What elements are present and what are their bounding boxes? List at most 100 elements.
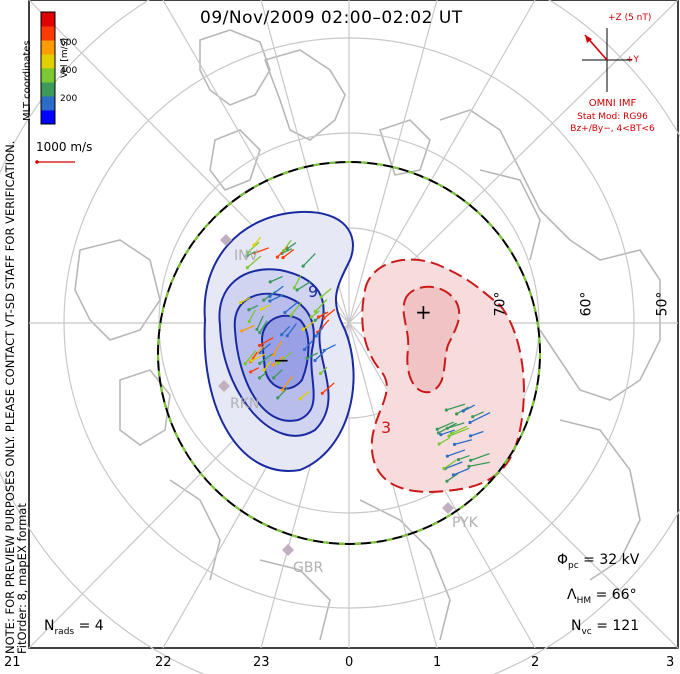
velocity-vector-origin — [314, 334, 318, 338]
site-marker-rkn — [218, 380, 230, 392]
velocity-vector — [259, 320, 268, 333]
imf-source: OMNI IMF — [588, 98, 637, 109]
colorbar-segment — [41, 68, 55, 83]
mlt-tick-22: 22 — [155, 655, 172, 670]
velocity-vector — [306, 352, 319, 359]
stat-n-rads: Nrads = 4 — [44, 618, 104, 637]
stat-nrads-sub: rads — [54, 626, 75, 637]
velocity-vector-origin — [280, 388, 285, 392]
site-label-pyk: PYK — [452, 515, 478, 531]
mlt-tick-23: 23 — [253, 655, 270, 670]
velocity-vector-origin — [259, 307, 263, 311]
colorbar-segment — [41, 54, 55, 69]
velocity-vector — [444, 461, 463, 470]
site-label-inv: INV — [234, 248, 259, 264]
colorbar-segment — [41, 110, 55, 125]
velocity-vector-origin — [468, 420, 472, 425]
potential-minimum-marker: − — [273, 348, 290, 372]
coordinates-label: MLT coordinates — [22, 40, 33, 121]
velocity-vector — [472, 411, 484, 418]
velocity-vector — [244, 350, 257, 365]
velocity-vector — [314, 299, 328, 312]
velocity-vector-origin — [281, 255, 285, 260]
imf-condition: Bz+/By−, 4<BT<6 — [570, 124, 655, 134]
velocity-vector-origin — [318, 371, 323, 376]
velocity-vector-origin — [258, 330, 262, 335]
colorbar-segment — [41, 40, 55, 55]
velocity-vector — [320, 288, 332, 298]
velocity-vector — [283, 239, 292, 252]
site-markers — [218, 234, 454, 556]
stat-phi-pc: Φpc = 32 kV — [557, 552, 639, 571]
site-marker-inv — [220, 234, 232, 246]
velocity-vector — [282, 248, 295, 259]
velocity-vector-origin — [469, 458, 473, 462]
velocity-vector — [284, 301, 299, 313]
velocity-vector — [253, 236, 262, 246]
velocity-vector — [246, 255, 262, 269]
velocity-vector — [286, 242, 297, 250]
velocity-vector — [438, 437, 451, 445]
velocity-vector — [446, 403, 466, 411]
velocity-vector-origin — [285, 334, 289, 338]
velocity-vector — [281, 248, 293, 254]
velocity-vector-origin — [280, 333, 284, 337]
velocity-vector-origin — [445, 454, 449, 458]
mlt-tick-3: 3 — [666, 655, 675, 670]
velocity-vector — [447, 449, 466, 457]
mlt-tick-2: 2 — [531, 655, 540, 670]
velocity-vector-origin — [249, 359, 253, 363]
velocity-vector — [296, 280, 312, 291]
velocity-vector-origin — [301, 327, 305, 331]
velocity-vector-origin — [257, 343, 262, 348]
colorbar-segment — [41, 12, 55, 27]
velocity-vector — [286, 323, 297, 337]
velocity-vector — [248, 309, 256, 322]
negative-contour-label: 9 — [308, 282, 319, 301]
velocity-vector-origin — [447, 434, 451, 438]
velocity-vector-origin — [262, 368, 266, 372]
velocity-vector — [269, 294, 284, 302]
map-title: 09/Nov/2009 02:00–02:02 UT — [200, 8, 463, 28]
velocity-vector — [314, 351, 325, 361]
velocity-vector — [248, 304, 259, 311]
velocity-vector — [470, 452, 490, 462]
velocity-vector-origin — [471, 415, 475, 419]
velocity-vector-origin — [238, 300, 243, 305]
stat-lambda-value: = 66° — [595, 587, 637, 603]
velocity-vector-origin — [449, 431, 454, 436]
velocity-vector — [241, 324, 255, 332]
velocity-vector-origin — [255, 327, 259, 332]
stat-model: Stat Mod: RG96 — [577, 112, 648, 122]
velocity-vector — [446, 472, 460, 482]
velocity-vector — [318, 311, 329, 318]
velocity-vector — [438, 422, 457, 434]
velocity-vector — [299, 391, 310, 400]
colorbar-segment — [41, 82, 55, 97]
positive-contour-label: 3 — [381, 418, 392, 437]
stat-lambda-hm: ΛHM = 66° — [567, 587, 637, 606]
mlt-tick-1: 1 — [433, 655, 442, 670]
velocity-vector — [454, 439, 473, 446]
stat-lambda-symbol: Λ — [567, 587, 577, 603]
velocity-vector-origin — [272, 376, 276, 380]
velocity-vector-origin — [271, 363, 275, 367]
velocity-vector-origin — [302, 347, 307, 352]
velocity-vector — [259, 352, 274, 364]
velocity-vector — [273, 369, 283, 379]
site-label-rkn: RKN — [230, 396, 260, 412]
velocity-vector — [269, 275, 283, 283]
velocity-vector-origin — [268, 299, 272, 303]
velocity-vector-origin — [320, 391, 324, 395]
velocity-vector — [323, 344, 336, 351]
velocity-vector-origin — [309, 315, 313, 319]
velocity-vector — [272, 356, 284, 366]
velocity-vector-origin — [245, 266, 250, 270]
velocity-vector — [263, 360, 272, 371]
velocity-vector — [240, 297, 251, 304]
latitude-label-70: 70° — [492, 291, 509, 317]
velocity-vector — [317, 319, 330, 333]
velocity-vector — [468, 461, 491, 467]
colorbar-segment — [41, 96, 55, 111]
stat-nvc-symbol: N — [571, 618, 582, 634]
